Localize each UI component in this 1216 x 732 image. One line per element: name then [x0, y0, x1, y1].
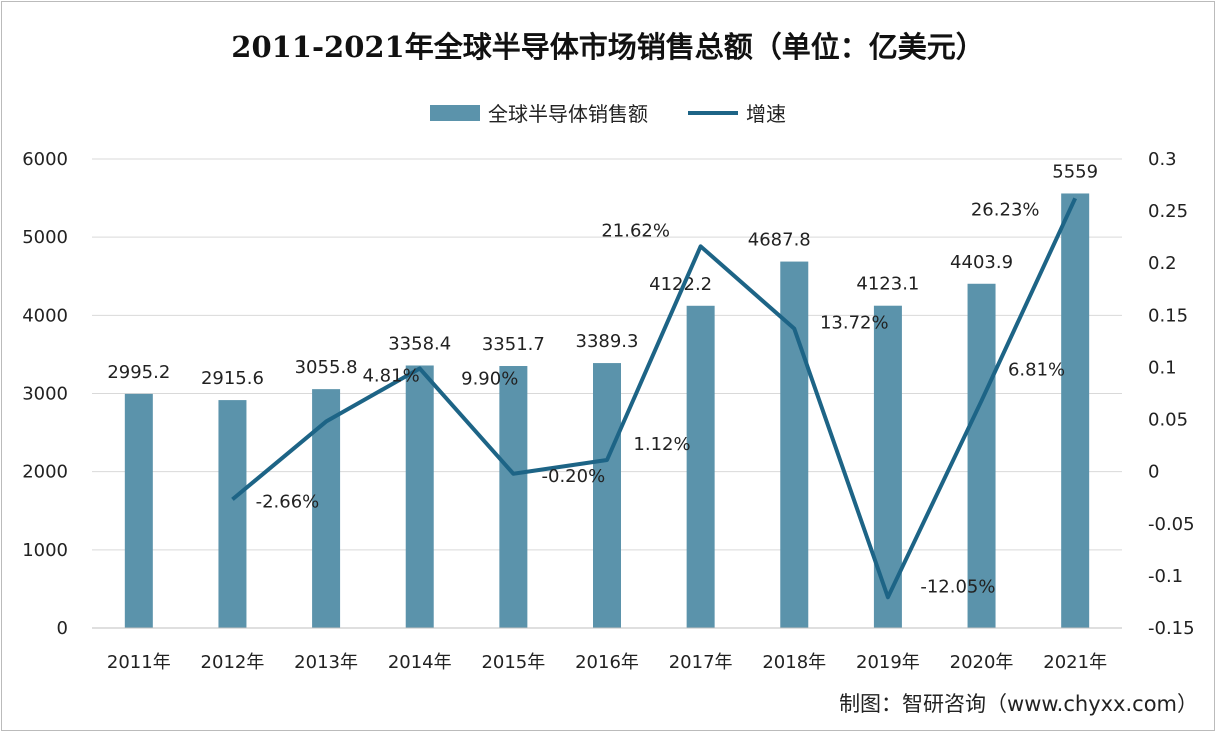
bar	[218, 400, 247, 628]
x-tick-label: 2019年	[856, 652, 920, 673]
legend-swatch-bar	[430, 104, 480, 121]
x-tick-label: 2015年	[481, 652, 545, 673]
bar	[686, 305, 715, 628]
growth-value-label: 26.23%	[971, 199, 1040, 220]
x-tick-label: 2014年	[388, 652, 452, 673]
y-right-tick-label: 0	[1148, 462, 1159, 483]
growth-value-label: -0.20%	[542, 466, 606, 487]
growth-value-label: -2.66%	[256, 491, 320, 512]
y-left-tick-label: 2000	[22, 462, 68, 483]
bar	[780, 261, 809, 628]
x-tick-label: 2013年	[294, 652, 358, 673]
growth-value-label: -12.05%	[920, 576, 995, 597]
y-right-tick-label: -0.05	[1148, 514, 1195, 535]
bar	[124, 393, 153, 628]
growth-value-label: 21.62%	[601, 220, 670, 241]
y-left-tick-label: 3000	[22, 384, 68, 405]
x-tick-label: 2018年	[762, 652, 826, 673]
bar-value-label: 2995.2	[107, 362, 170, 383]
growth-value-label: 9.90%	[461, 368, 518, 389]
y-left-tick-label: 5000	[22, 227, 68, 248]
bar-value-label: 3055.8	[295, 357, 358, 378]
y-right-tick-label: 0.3	[1148, 149, 1177, 170]
y-right-tick-label: 0.25	[1148, 201, 1188, 222]
bar	[1061, 193, 1090, 628]
legend-label-growth: 增速	[746, 102, 786, 126]
growth-line	[231, 197, 1077, 600]
bar-value-label: 3358.4	[388, 333, 451, 354]
bar-value-label: 2915.6	[201, 368, 264, 389]
x-tick-label: 2012年	[201, 652, 265, 673]
legend-item-sales: 全球半导体销售额	[430, 98, 648, 127]
growth-value-label: 4.81%	[362, 366, 419, 387]
x-tick-label: 2021年	[1043, 652, 1107, 673]
y-right-tick-label: -0.1	[1148, 566, 1183, 587]
bar	[405, 365, 434, 628]
legend-item-growth: 增速	[688, 98, 786, 127]
bar-value-label: 3351.7	[482, 334, 545, 355]
legend: 全球半导体销售额 增速	[0, 98, 1216, 127]
x-tick-label: 2020年	[950, 652, 1014, 673]
x-tick-label: 2011年	[107, 652, 171, 673]
bar	[967, 283, 996, 628]
bar-value-label: 5559	[1052, 161, 1098, 182]
y-right-tick-label: 0.2	[1148, 253, 1177, 274]
bar-value-label: 4122.2	[649, 274, 712, 295]
growth-value-label: 13.72%	[820, 313, 889, 334]
y-right-tick-label: 0.1	[1148, 357, 1177, 378]
x-tick-label: 2017年	[669, 652, 733, 673]
legend-swatch-line	[688, 110, 738, 115]
legend-label-sales: 全球半导体销售额	[488, 102, 648, 126]
bar-value-label: 3389.3	[576, 331, 639, 352]
bar	[499, 366, 528, 628]
growth-value-label: 1.12%	[633, 434, 690, 455]
bar-value-label: 4687.8	[748, 230, 811, 251]
bar	[593, 363, 621, 628]
x-tick-label: 2016年	[575, 652, 639, 673]
y-left-tick-label: 0	[57, 618, 68, 639]
growth-value-label: 6.81%	[1008, 360, 1065, 381]
y-left-tick-label: 1000	[22, 540, 68, 561]
bar-value-label: 4123.1	[856, 274, 919, 295]
y-right-tick-label: 0.05	[1148, 410, 1188, 431]
chart-title: 2011-2021年全球半导体市场销售总额（单位：亿美元）	[231, 30, 985, 64]
y-left-tick-label: 6000	[22, 149, 68, 170]
y-left-tick-label: 4000	[22, 305, 68, 326]
y-right-tick-label: 0.15	[1148, 305, 1188, 326]
source-note: 制图：智研咨询（www.chyxx.com）	[839, 692, 1198, 716]
bar-value-label: 4403.9	[950, 252, 1013, 273]
y-right-tick-label: -0.15	[1148, 618, 1195, 639]
